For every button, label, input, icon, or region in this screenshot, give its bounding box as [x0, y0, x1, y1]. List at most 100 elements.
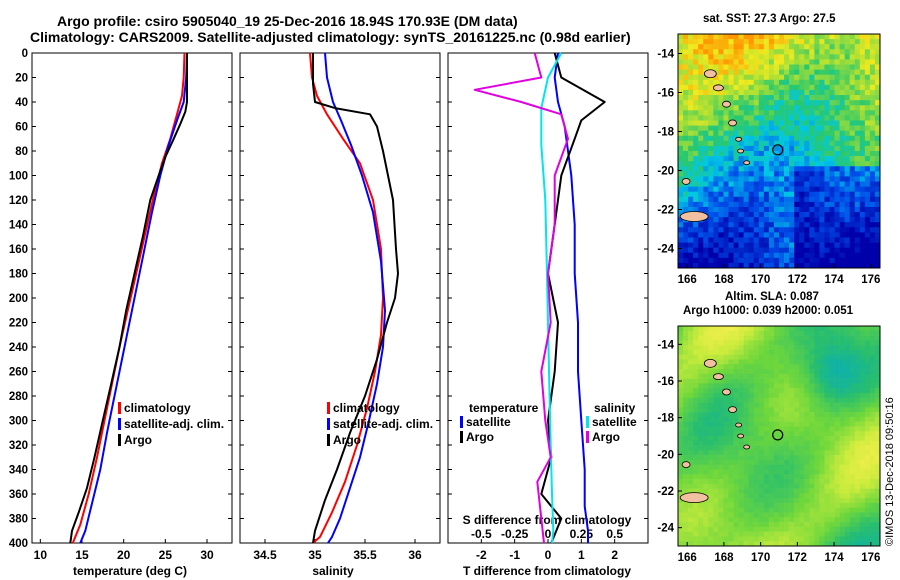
sla-map-cell	[824, 507, 830, 513]
sla-map-cell	[743, 440, 749, 446]
sla-map-cell	[708, 445, 714, 451]
sst-map-cell	[718, 120, 724, 126]
sla-map-cell	[804, 407, 810, 413]
sst-map-cell	[723, 79, 729, 86]
sst-map-cell	[829, 95, 835, 101]
island-shape	[743, 160, 751, 166]
sla-map-cell	[804, 383, 810, 389]
sst-map-cell	[753, 212, 760, 218]
sst-map-cell	[809, 120, 815, 126]
sst-map-cell	[718, 44, 724, 50]
sla-map-cell	[763, 488, 770, 494]
sla-map-cell	[758, 369, 765, 375]
sst-map-cell	[839, 191, 845, 198]
sst-map-cell	[829, 151, 835, 157]
sst-map-cell	[768, 79, 775, 86]
sst-map-cell	[784, 252, 790, 259]
sla-map-cell	[718, 349, 724, 355]
sst-map-cell	[779, 242, 785, 248]
sla-map-cell	[738, 412, 744, 418]
sla-map-cell	[723, 541, 729, 547]
sst-map-cell	[728, 181, 734, 187]
sst-map-cell	[829, 59, 835, 65]
sst-map-cell	[799, 110, 805, 116]
sla-map-cell	[738, 502, 744, 509]
sla-map-cell	[768, 364, 775, 370]
sst-map-cell	[733, 130, 739, 137]
sst-map-cell	[733, 44, 739, 50]
sst-map-cell	[829, 161, 835, 167]
sst-map-cell	[799, 54, 805, 60]
sla-map-cell	[809, 526, 815, 532]
sst-map-cell	[804, 115, 810, 121]
sst-map-cell	[844, 196, 850, 203]
sst-map-cell	[718, 232, 724, 238]
sla-map-cell	[849, 541, 856, 547]
sst-map-cell	[763, 151, 770, 157]
sst-map-cell	[728, 54, 734, 60]
sst-map-cell	[784, 140, 790, 147]
sla-map-cell	[864, 455, 871, 461]
sla-map-cell	[753, 469, 760, 475]
sla-map-cell	[854, 340, 861, 346]
sst-map-cell	[738, 262, 744, 269]
sla-map-cell	[733, 412, 739, 418]
sla-map-cell	[713, 340, 719, 346]
sst-map-cell	[854, 242, 861, 248]
sst-map-cell	[738, 34, 744, 40]
sla-map-cell	[773, 498, 780, 504]
sla-map-cell	[799, 416, 805, 422]
sst-map-cell	[869, 59, 876, 65]
sla-map-cell	[728, 426, 734, 432]
sst-map-cell	[773, 105, 780, 111]
sst-map-cell	[809, 84, 815, 91]
sla-map-cell	[874, 469, 881, 475]
sla-map-cell	[854, 469, 861, 475]
sla-map-cell	[713, 397, 719, 403]
sst-map-cell	[688, 100, 694, 106]
sla-map-cell	[688, 349, 694, 355]
sla-map-cell	[718, 330, 724, 336]
sst-map-cell	[773, 135, 780, 142]
sst-map-cell	[809, 222, 815, 228]
sst-map-cell	[753, 54, 760, 60]
sla-map-cell	[869, 340, 876, 346]
sla-map-cell	[864, 373, 871, 379]
sst-map-cell	[814, 166, 820, 172]
sst-map-cell	[728, 74, 734, 81]
sst-map-cell	[789, 115, 795, 121]
sst-map-cell	[834, 212, 840, 218]
sst-map-cell	[789, 39, 795, 45]
sla-map-cell	[738, 531, 744, 537]
sla-map-cell	[743, 479, 749, 485]
sst-map-cell	[708, 237, 714, 243]
sst-map-cell	[698, 242, 704, 248]
sla-map-cell	[753, 383, 760, 389]
sla-map-cell	[874, 483, 881, 489]
sla-map-cell	[738, 479, 744, 485]
sla-map-cell	[683, 373, 689, 379]
sla-map-cell	[688, 507, 694, 513]
sla-map-cell	[844, 469, 850, 475]
sla-map-cell	[784, 402, 790, 408]
sla-map-cell	[723, 450, 729, 456]
sst-map-cell	[874, 232, 881, 238]
sla-map-cell	[723, 431, 729, 437]
sst-map-cell	[844, 44, 850, 50]
sst-map-cell	[799, 140, 805, 147]
sst-map-cell	[869, 74, 876, 81]
sst-map-cell	[763, 95, 770, 101]
sla-map-cell	[799, 330, 805, 336]
sst-map-cell	[773, 252, 780, 259]
sla-map-cell	[708, 512, 714, 518]
sst-map-cell	[784, 34, 790, 40]
sst-map-cell	[728, 49, 734, 55]
sla-map-cell	[698, 383, 704, 389]
sla-map-cell	[779, 369, 785, 375]
sla-map-cell	[748, 402, 755, 408]
sla-map-cell	[693, 373, 699, 379]
sst-map-cell	[698, 49, 704, 55]
sla-map-cell	[824, 450, 830, 456]
sst-map-cell	[723, 232, 729, 238]
sla-map-cell	[728, 507, 734, 513]
